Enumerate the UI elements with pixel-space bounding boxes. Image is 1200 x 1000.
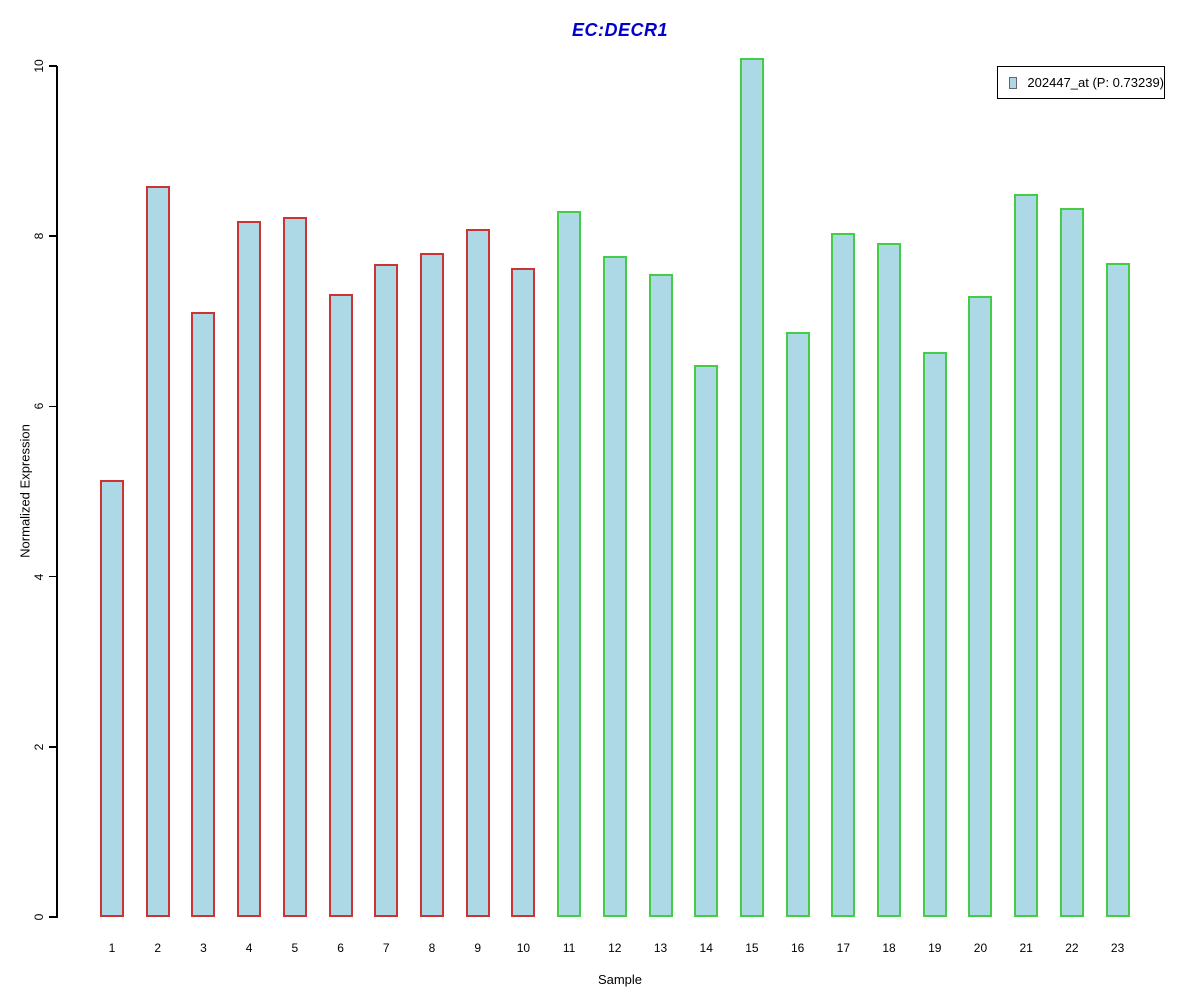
x-tick-label: 5 [291, 941, 299, 955]
x-tick-label: 8 [428, 941, 436, 955]
y-axis-tick [49, 65, 57, 67]
bar-sample-21 [1014, 193, 1039, 917]
y-axis-tick [49, 916, 57, 918]
x-tick-label: 12 [608, 941, 622, 955]
bar-sample-19 [922, 351, 947, 917]
bar-sample-5 [282, 216, 307, 917]
y-axis-tick [49, 235, 57, 237]
y-tick-label: 2 [32, 743, 46, 751]
bar-sample-11 [557, 210, 582, 917]
x-tick-label: 1 [108, 941, 116, 955]
bar-sample-13 [648, 273, 673, 917]
y-tick-label: 8 [32, 232, 46, 240]
x-tick-label: 3 [200, 941, 207, 955]
x-tick-label: 16 [790, 941, 805, 955]
x-tick-label: 7 [382, 941, 390, 955]
bar-sample-20 [968, 295, 993, 917]
bar-sample-7 [374, 264, 399, 917]
y-axis-line [56, 66, 58, 918]
bar-sample-23 [1105, 262, 1130, 917]
bar-sample-15 [739, 58, 764, 917]
y-tick-label: 4 [32, 573, 46, 580]
y-axis-tick [49, 575, 57, 578]
x-tick-label: 13 [653, 941, 668, 955]
x-tick-label: 10 [516, 941, 531, 955]
x-tick-label: 14 [699, 941, 713, 955]
x-tick-label: 4 [245, 941, 253, 955]
y-tick-label: 10 [32, 59, 46, 73]
x-tick-label: 2 [154, 941, 162, 955]
x-tick-label: 18 [882, 941, 896, 955]
bar-sample-10 [511, 267, 536, 917]
x-tick-label: 19 [928, 941, 942, 955]
bar-sample-17 [831, 232, 856, 917]
y-axis-tick [49, 405, 57, 408]
bar-sample-16 [785, 332, 810, 917]
bar-sample-14 [694, 364, 719, 917]
legend-label: 202447_at (P: 0.73239) [1027, 75, 1164, 90]
bar-sample-1 [100, 480, 124, 917]
bar-sample-18 [877, 243, 902, 917]
y-axis-title: Normalized Expression [17, 424, 33, 558]
bar-sample-2 [145, 185, 170, 917]
bar-sample-6 [328, 294, 353, 917]
x-tick-label: 22 [1065, 941, 1079, 955]
bar-sample-22 [1059, 208, 1084, 917]
legend: 202447_at (P: 0.73239) [997, 66, 1165, 99]
bar-sample-4 [237, 220, 262, 917]
x-tick-label: 6 [337, 941, 344, 955]
y-tick-label: 0 [32, 913, 46, 921]
x-tick-label: 9 [474, 941, 482, 955]
bar-sample-9 [465, 229, 490, 917]
x-tick-label: 21 [1019, 941, 1033, 955]
x-tick-label: 20 [973, 941, 988, 955]
x-axis-title: Sample [597, 972, 643, 987]
bar-sample-3 [191, 311, 216, 917]
x-tick-label: 15 [745, 941, 759, 955]
y-tick-label: 6 [32, 403, 46, 410]
chart-title: EC:DECR1 [571, 20, 668, 40]
bar-sample-8 [419, 253, 444, 917]
y-axis-tick [49, 746, 57, 748]
x-tick-label: 23 [1110, 941, 1125, 955]
bar-sample-12 [602, 255, 627, 917]
x-tick-label: 17 [836, 941, 851, 955]
legend-swatch-icon [1009, 76, 1018, 89]
x-tick-label: 11 [562, 941, 576, 955]
